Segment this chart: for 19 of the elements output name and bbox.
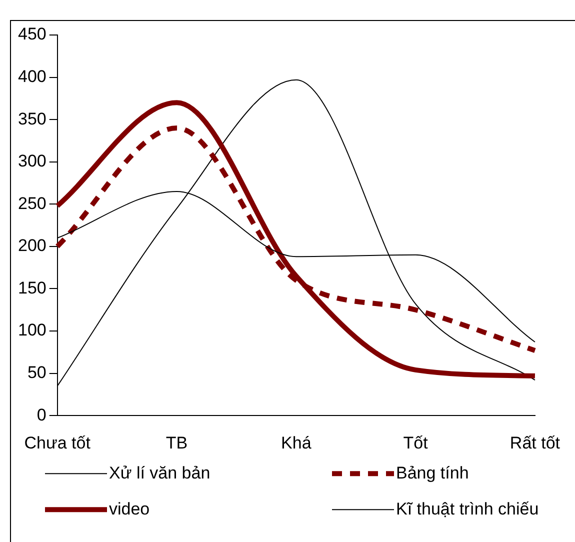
y-tick-label: 100 [18,320,46,340]
legend-label: Bảng tính [396,463,469,482]
x-tick-label: Khá [281,433,312,452]
y-tick-label: 300 [18,152,46,171]
y-tick-label: 450 [18,24,46,44]
x-tick-label: TB [166,433,188,452]
y-tick-label: 250 [18,194,46,213]
y-tick-label: 0 [36,405,46,424]
y-tick-label: 50 [27,363,46,382]
legend-label: Xử lí văn bản [109,463,210,482]
x-tick-label: Tốt [403,433,428,452]
legend-label: Kĩ thuật trình chiếu [396,499,539,518]
y-tick-label: 150 [18,278,46,298]
x-tick-label: Chưa tốt [24,433,91,452]
x-tick-label: Rất tốt [510,433,560,452]
y-tick-label: 400 [18,66,46,86]
y-tick-label: 200 [18,236,46,256]
legend-label: video [109,499,150,518]
y-tick-label: 350 [18,109,46,128]
